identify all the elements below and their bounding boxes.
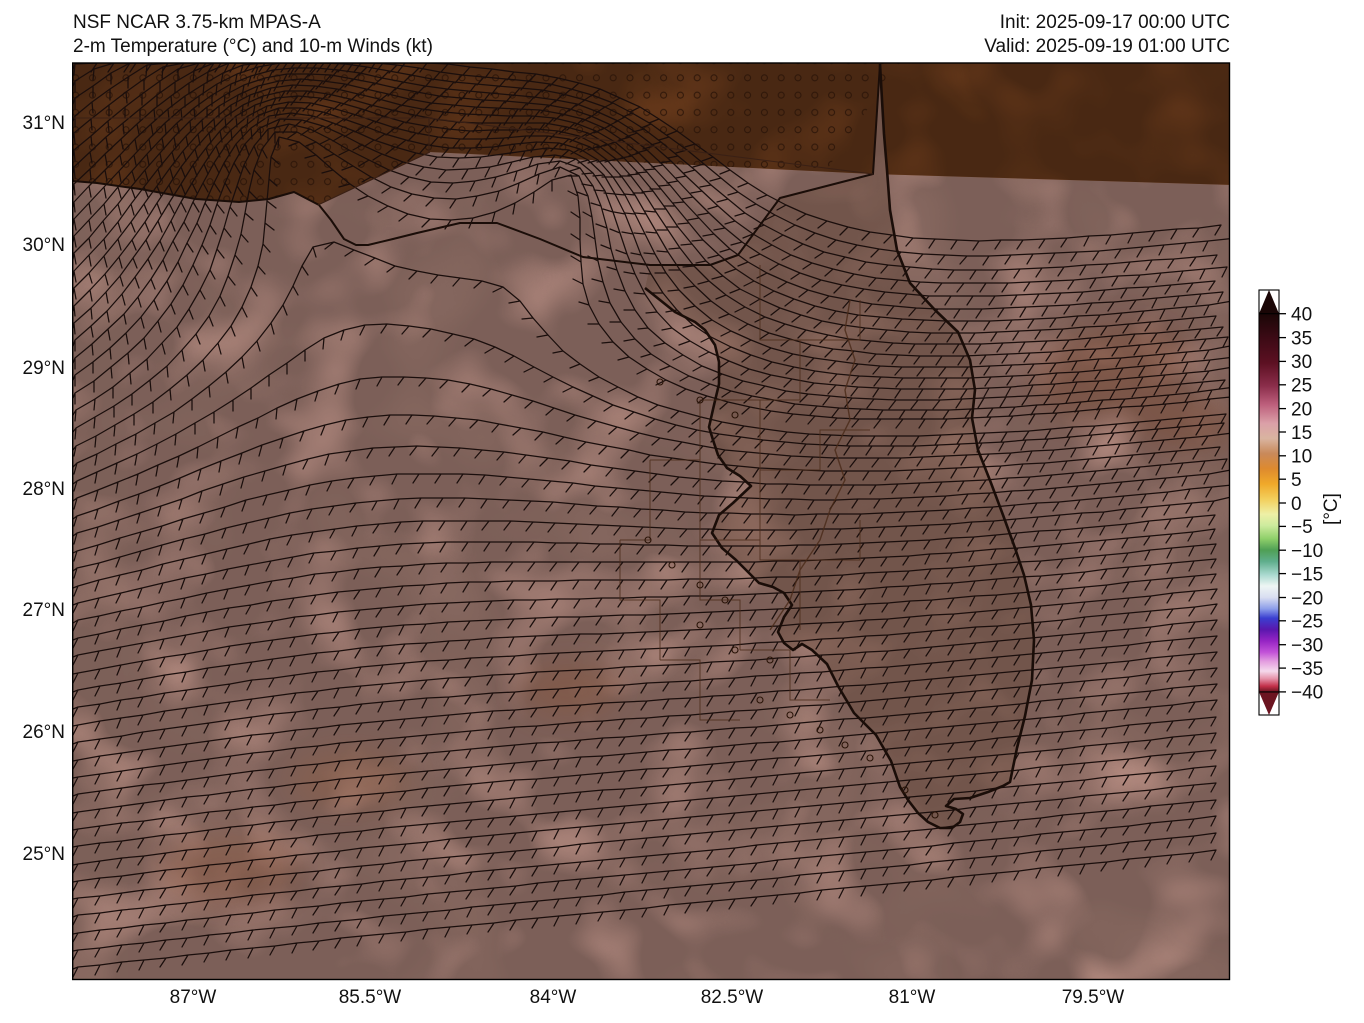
svg-text:26°N: 26°N bbox=[23, 722, 65, 743]
svg-text:30: 30 bbox=[1291, 352, 1312, 373]
svg-text:20: 20 bbox=[1291, 399, 1312, 420]
svg-text:15: 15 bbox=[1291, 423, 1312, 444]
svg-text:Valid: 2025-09-19 01:00 UTC: Valid: 2025-09-19 01:00 UTC bbox=[984, 36, 1230, 57]
svg-text:2-m Temperature (°C) and 10-m: 2-m Temperature (°C) and 10-m Winds (kt) bbox=[73, 36, 433, 57]
svg-text:−20: −20 bbox=[1291, 588, 1323, 609]
svg-text:79.5°W: 79.5°W bbox=[1062, 987, 1125, 1008]
svg-text:[°C]: [°C] bbox=[1321, 493, 1342, 525]
svg-text:5: 5 bbox=[1291, 470, 1302, 491]
svg-text:−40: −40 bbox=[1291, 683, 1323, 704]
svg-text:−35: −35 bbox=[1291, 659, 1323, 680]
svg-text:85.5°W: 85.5°W bbox=[339, 987, 402, 1008]
svg-text:40: 40 bbox=[1291, 305, 1312, 326]
svg-text:81°W: 81°W bbox=[889, 987, 936, 1008]
svg-text:−30: −30 bbox=[1291, 636, 1323, 657]
svg-text:−5: −5 bbox=[1291, 517, 1313, 538]
svg-text:27°N: 27°N bbox=[23, 600, 65, 621]
svg-text:29°N: 29°N bbox=[23, 358, 65, 379]
svg-text:31°N: 31°N bbox=[23, 113, 65, 134]
svg-text:35: 35 bbox=[1291, 328, 1312, 349]
svg-text:−10: −10 bbox=[1291, 541, 1323, 562]
svg-text:Init: 2025-09-17 00:00 UTC: Init: 2025-09-17 00:00 UTC bbox=[1000, 12, 1230, 33]
svg-text:28°N: 28°N bbox=[23, 479, 65, 500]
svg-text:82.5°W: 82.5°W bbox=[701, 987, 764, 1008]
svg-text:10: 10 bbox=[1291, 447, 1312, 468]
svg-text:−25: −25 bbox=[1291, 612, 1323, 633]
svg-text:0: 0 bbox=[1291, 494, 1302, 515]
svg-text:−15: −15 bbox=[1291, 564, 1323, 585]
svg-text:30°N: 30°N bbox=[23, 235, 65, 256]
svg-text:25: 25 bbox=[1291, 376, 1312, 397]
svg-text:25°N: 25°N bbox=[23, 844, 65, 865]
svg-text:NSF NCAR 3.75-km MPAS-A: NSF NCAR 3.75-km MPAS-A bbox=[73, 12, 321, 33]
svg-text:87°W: 87°W bbox=[170, 987, 217, 1008]
svg-text:84°W: 84°W bbox=[530, 987, 577, 1008]
